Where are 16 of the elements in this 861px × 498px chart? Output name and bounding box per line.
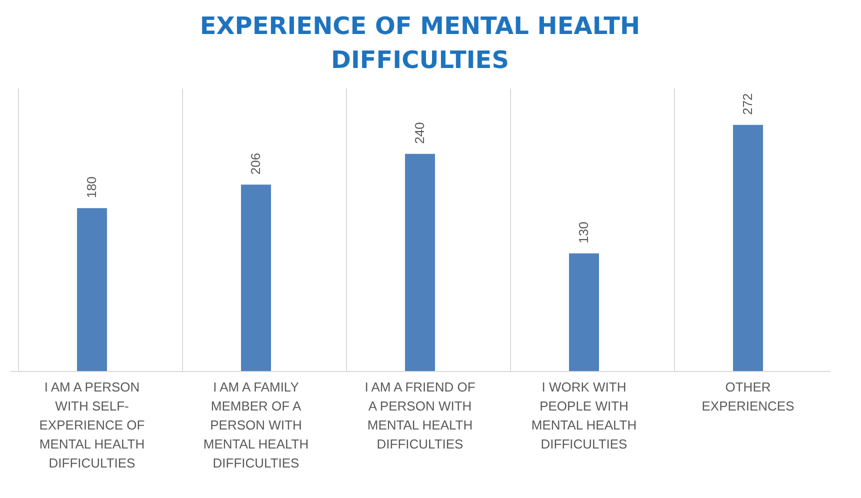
x-tick-label: I AM A FAMILY MEMBER OF A PERSON WITH MENTAL HEALTH DIFFICULTIES (203, 380, 309, 470)
data-label: 272 (740, 93, 755, 115)
data-label: 206 (248, 152, 263, 175)
x-tick-label: I WORK WITH PEOPLE WITH MENTAL HEALTH DIFFICULTIES (531, 380, 637, 452)
bar (569, 253, 599, 371)
bar (241, 184, 271, 371)
x-tick-label: I AM A FRIEND OF A PERSON WITH MENTAL HEALTH DIFFICULTIES (364, 380, 476, 452)
data-label: 130 (576, 222, 591, 244)
x-tick-label: I AM A PERSON WITH SELF-EXPERIENCE OF MENTAL HEALTH DIFFICULTIES (39, 380, 145, 470)
bar (405, 154, 435, 371)
bar (77, 208, 107, 371)
chart-title: EXPERIENCE OF MENTAL HEALTH DIFFICULTIES (200, 12, 640, 74)
data-label: 240 (412, 122, 427, 144)
data-label: 180 (84, 176, 99, 198)
x-tick-label: OTHER EXPERIENCES (702, 380, 795, 414)
bar (733, 124, 763, 371)
